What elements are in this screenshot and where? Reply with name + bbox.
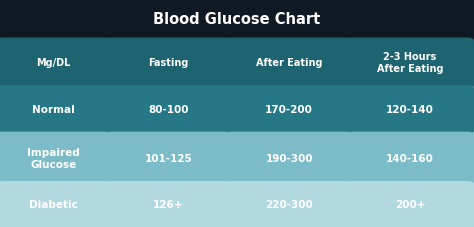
FancyBboxPatch shape [104, 181, 232, 227]
Text: Impaired
Glucose: Impaired Glucose [27, 148, 80, 170]
FancyBboxPatch shape [225, 85, 353, 134]
FancyBboxPatch shape [104, 37, 232, 89]
Text: 220-300: 220-300 [265, 200, 313, 210]
FancyBboxPatch shape [104, 85, 232, 134]
Text: 200+: 200+ [395, 200, 425, 210]
Text: 126+: 126+ [153, 200, 183, 210]
FancyBboxPatch shape [0, 0, 474, 42]
Text: 140-160: 140-160 [386, 154, 434, 164]
FancyBboxPatch shape [225, 132, 353, 186]
FancyBboxPatch shape [225, 37, 353, 89]
FancyBboxPatch shape [0, 181, 111, 227]
FancyBboxPatch shape [104, 132, 232, 186]
FancyBboxPatch shape [0, 132, 111, 186]
FancyBboxPatch shape [346, 37, 474, 89]
Text: 190-300: 190-300 [265, 154, 313, 164]
FancyBboxPatch shape [346, 132, 474, 186]
Text: Normal: Normal [32, 104, 75, 115]
Text: 120-140: 120-140 [386, 104, 434, 115]
Text: 170-200: 170-200 [265, 104, 313, 115]
Text: Blood Glucose Chart: Blood Glucose Chart [154, 12, 320, 27]
Text: Fasting: Fasting [148, 58, 189, 68]
Text: 80-100: 80-100 [148, 104, 189, 115]
FancyBboxPatch shape [0, 85, 111, 134]
Text: Mg/DL: Mg/DL [36, 58, 71, 68]
Text: Diabetic: Diabetic [29, 200, 78, 210]
Text: After Eating: After Eating [256, 58, 322, 68]
FancyBboxPatch shape [225, 181, 353, 227]
Text: 2-3 Hours
After Eating: 2-3 Hours After Eating [377, 52, 443, 74]
FancyBboxPatch shape [346, 85, 474, 134]
Text: 101-125: 101-125 [145, 154, 192, 164]
FancyBboxPatch shape [346, 181, 474, 227]
FancyBboxPatch shape [0, 37, 111, 89]
